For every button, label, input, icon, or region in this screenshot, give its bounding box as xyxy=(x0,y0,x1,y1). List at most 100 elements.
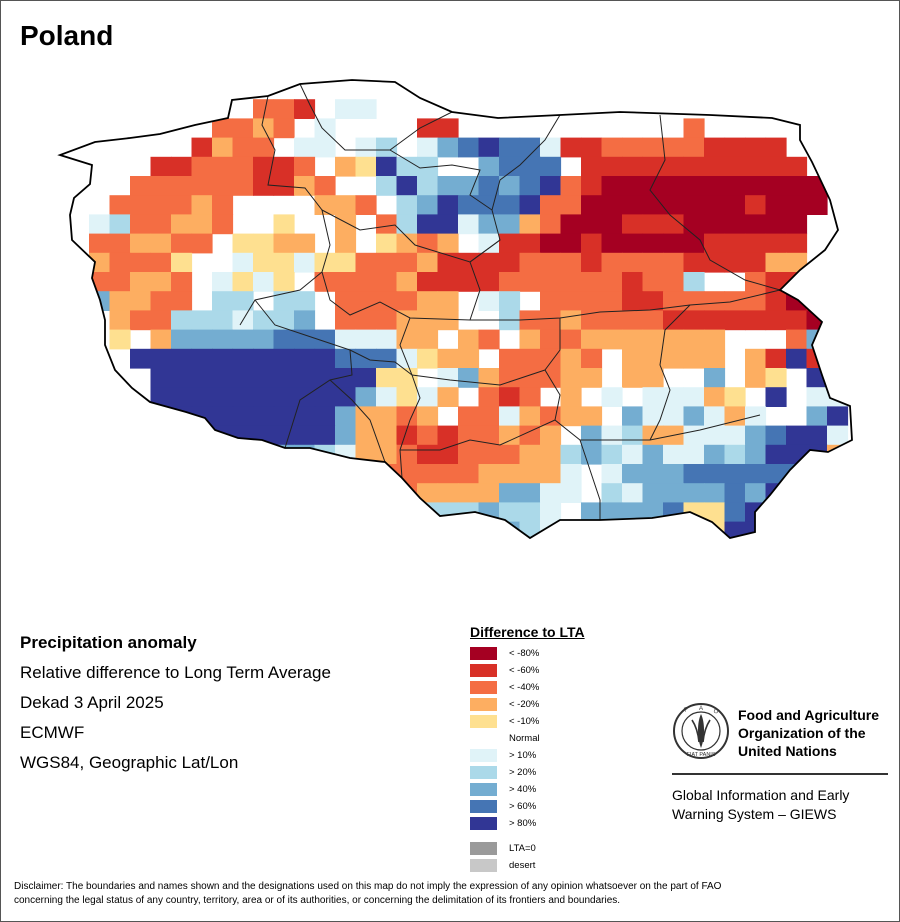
anomaly-cell xyxy=(499,252,521,273)
legend-label: < -80% xyxy=(509,648,540,659)
anomaly-cell xyxy=(827,464,849,484)
anomaly-cell xyxy=(314,329,336,350)
anomaly-cell xyxy=(232,406,254,427)
anomaly-cell xyxy=(663,176,685,196)
anomaly-cell xyxy=(765,502,787,523)
anomaly-cell xyxy=(601,502,623,523)
anomaly-cell xyxy=(499,214,521,235)
anomaly-cell xyxy=(622,233,644,254)
anomaly-cell xyxy=(396,195,418,215)
anomaly-cell xyxy=(765,368,787,388)
anomaly-cell xyxy=(417,118,439,139)
anomaly-cell xyxy=(253,464,275,484)
anomaly-cell xyxy=(786,195,808,215)
anomaly-cell xyxy=(581,521,603,538)
anomaly-cell xyxy=(150,310,172,331)
anomaly-cell xyxy=(376,310,398,331)
anomaly-cell xyxy=(643,560,664,580)
anomaly-cell xyxy=(499,406,521,427)
anomaly-cell xyxy=(724,521,746,538)
anomaly-cell xyxy=(581,195,603,215)
anomaly-cell xyxy=(417,137,439,158)
legend-swatch xyxy=(470,800,497,813)
anomaly-cell xyxy=(642,425,664,446)
anomaly-cell xyxy=(601,483,623,503)
anomaly-cell xyxy=(765,214,787,235)
anomaly-cell xyxy=(602,560,623,580)
anomaly-cell xyxy=(622,137,644,158)
anomaly-cell xyxy=(314,425,336,446)
anomaly-cell xyxy=(417,156,439,177)
anomaly-cell xyxy=(294,137,316,158)
anomaly-cell xyxy=(396,291,418,311)
anomaly-cell xyxy=(314,444,336,465)
anomaly-cell xyxy=(806,310,828,331)
anomaly-cell xyxy=(314,137,336,158)
anomaly-cell xyxy=(171,329,193,350)
anomaly-cell xyxy=(171,233,193,254)
anomaly-cell xyxy=(540,310,562,331)
anomaly-cell xyxy=(806,272,828,292)
anomaly-cell xyxy=(765,252,787,273)
anomaly-cell xyxy=(560,252,582,273)
anomaly-cell xyxy=(171,252,193,273)
anomaly-cell xyxy=(724,195,746,215)
anomaly-cell xyxy=(417,444,439,465)
anomaly-cell xyxy=(355,272,377,292)
anomaly-cell xyxy=(355,483,377,503)
anomaly-cell xyxy=(191,387,213,407)
anomaly-cell xyxy=(314,368,336,388)
anomaly-cell xyxy=(355,444,377,465)
anomaly-cell xyxy=(499,233,521,254)
anomaly-cell xyxy=(130,310,152,331)
anomaly-cell xyxy=(642,195,664,215)
anomaly-cell xyxy=(458,464,480,484)
anomaly-cell xyxy=(150,252,172,273)
anomaly-cell xyxy=(786,348,808,369)
anomaly-cell xyxy=(294,348,316,369)
anomaly-cell xyxy=(704,176,726,196)
anomaly-cell xyxy=(704,137,726,158)
anomaly-cell xyxy=(806,406,828,427)
anomaly-cell xyxy=(130,348,152,369)
anomaly-cell xyxy=(273,233,295,254)
anomaly-cell xyxy=(663,387,685,407)
anomaly-cell xyxy=(540,502,562,523)
anomaly-cell xyxy=(519,425,541,446)
anomaly-cell xyxy=(253,99,275,119)
anomaly-cell xyxy=(745,272,767,292)
anomaly-cell xyxy=(273,329,295,350)
anomaly-cell xyxy=(499,521,521,538)
anomaly-cell xyxy=(253,137,275,158)
anomaly-cell xyxy=(232,425,254,446)
anomaly-cell xyxy=(417,233,439,254)
anomaly-cell xyxy=(150,156,172,177)
anomaly-cell xyxy=(109,214,131,235)
anomaly-cell xyxy=(704,348,726,369)
legend-label: < -10% xyxy=(509,716,540,727)
anomaly-cell xyxy=(273,387,295,407)
anomaly-cell xyxy=(314,195,336,215)
anomaly-cell xyxy=(642,214,664,235)
anomaly-cell xyxy=(150,272,172,292)
anomaly-cell xyxy=(683,444,705,465)
anomaly-cell xyxy=(765,233,787,254)
anomaly-cell xyxy=(478,425,500,446)
anomaly-cell xyxy=(253,156,275,177)
anomaly-cell xyxy=(786,483,808,503)
anomaly-cell xyxy=(704,214,726,235)
anomaly-cell xyxy=(417,483,439,503)
legend-label: > 40% xyxy=(509,784,537,795)
anomaly-cell xyxy=(540,329,562,350)
admin-boundaries xyxy=(239,83,781,520)
anomaly-cell xyxy=(540,368,562,388)
anomaly-cell xyxy=(376,368,398,388)
legend-item: > 60% xyxy=(470,798,585,815)
anomaly-cell xyxy=(786,464,808,484)
anomaly-cell xyxy=(827,310,849,331)
info-line-2: Dekad 3 April 2025 xyxy=(20,693,164,712)
anomaly-cell xyxy=(745,541,766,561)
anomaly-cell xyxy=(171,310,193,331)
anomaly-cell xyxy=(581,137,603,158)
legend-swatch xyxy=(470,647,497,660)
